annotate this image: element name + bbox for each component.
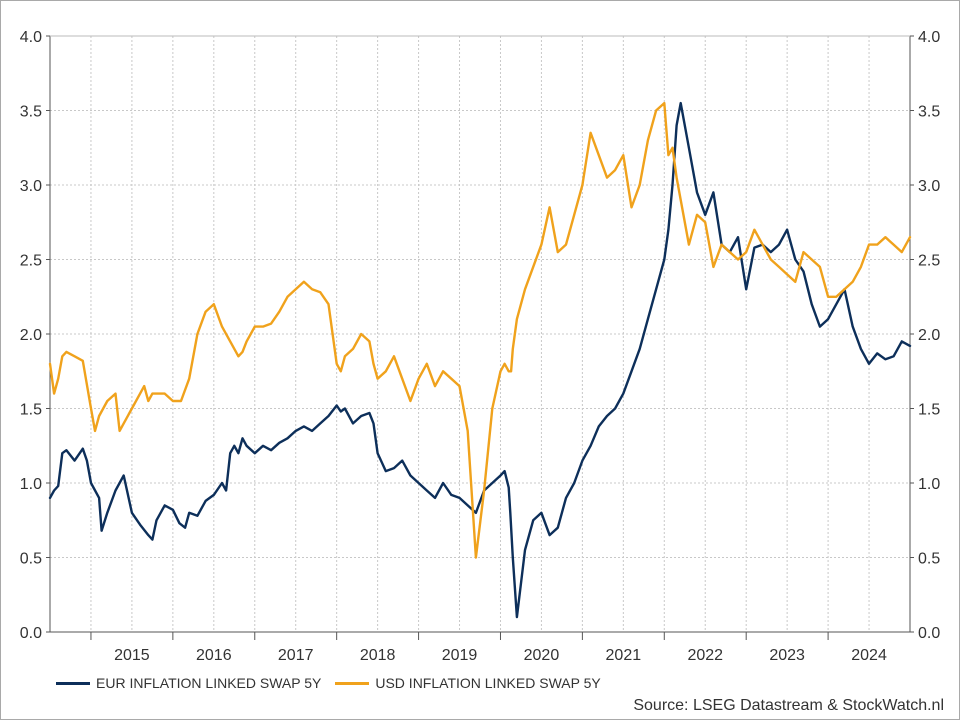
x-tick-label: 2023 bbox=[769, 647, 805, 664]
legend-item-usd: USD INFLATION LINKED SWAP 5Y bbox=[335, 675, 601, 691]
x-tick-label: 2016 bbox=[196, 647, 232, 664]
x-tick-label: 2019 bbox=[442, 647, 478, 664]
series-lines bbox=[48, 101, 912, 619]
x-tick-label: 2015 bbox=[114, 647, 150, 664]
legend-label-eur: EUR INFLATION LINKED SWAP 5Y bbox=[96, 675, 322, 691]
y-tick-label-left: 3.0 bbox=[20, 178, 42, 195]
y-tick-label-left: 1.5 bbox=[20, 402, 42, 419]
x-tick-label: 2021 bbox=[606, 647, 642, 664]
axes: 0.0 0.0 0.5 0.5 1.0 1.0 1.5 1.5 2.0 2.0 2.5 2.5 3.0 3… bbox=[20, 29, 941, 664]
x-tick-label: 2020 bbox=[524, 647, 560, 664]
y-tick-label-right: 0.5 bbox=[918, 551, 940, 568]
y-tick-label-right: 4.0 bbox=[918, 29, 940, 46]
legend-swatch-usd bbox=[335, 681, 370, 685]
x-tick-label: 2022 bbox=[687, 647, 723, 664]
y-tick-label-right: 1.0 bbox=[918, 476, 940, 493]
y-tick-label-left: 4.0 bbox=[20, 29, 42, 46]
usd-series-line bbox=[48, 101, 912, 559]
y-tick-label-left: 1.0 bbox=[20, 476, 42, 493]
grid-lines bbox=[50, 35, 910, 633]
y-tick-label-right: 1.5 bbox=[918, 402, 940, 419]
y-tick-label-right: 2.5 bbox=[918, 253, 940, 270]
y-tick-label-left: 3.5 bbox=[20, 104, 42, 121]
y-tick-label-left: 2.0 bbox=[20, 327, 42, 344]
x-tick-label: 2024 bbox=[851, 647, 887, 664]
y-tick-label-left: 2.5 bbox=[20, 253, 42, 270]
legend-label-usd: USD INFLATION LINKED SWAP 5Y bbox=[375, 675, 601, 691]
y-tick-label-right: 3.5 bbox=[918, 104, 940, 121]
y-tick-label-right: 2.0 bbox=[918, 327, 940, 344]
y-tick-label-right: 3.0 bbox=[918, 178, 940, 195]
x-tick-label: 2018 bbox=[360, 647, 396, 664]
y-tick-label-left: 0.0 bbox=[20, 625, 42, 642]
eur-series-line bbox=[48, 101, 912, 619]
y-tick-label-left: 0.5 bbox=[20, 551, 42, 568]
y-tick-label-right: 0.0 bbox=[918, 625, 940, 642]
x-tick-label: 2017 bbox=[278, 647, 314, 664]
legend-swatch-eur bbox=[56, 681, 90, 685]
legend-item-eur: EUR INFLATION LINKED SWAP 5Y bbox=[56, 675, 321, 691]
source-note: Source: LSEG Datastream & StockWatch.nl bbox=[633, 697, 944, 714]
legend: EUR INFLATION LINKED SWAP 5Y USD INFLATI… bbox=[56, 672, 601, 694]
